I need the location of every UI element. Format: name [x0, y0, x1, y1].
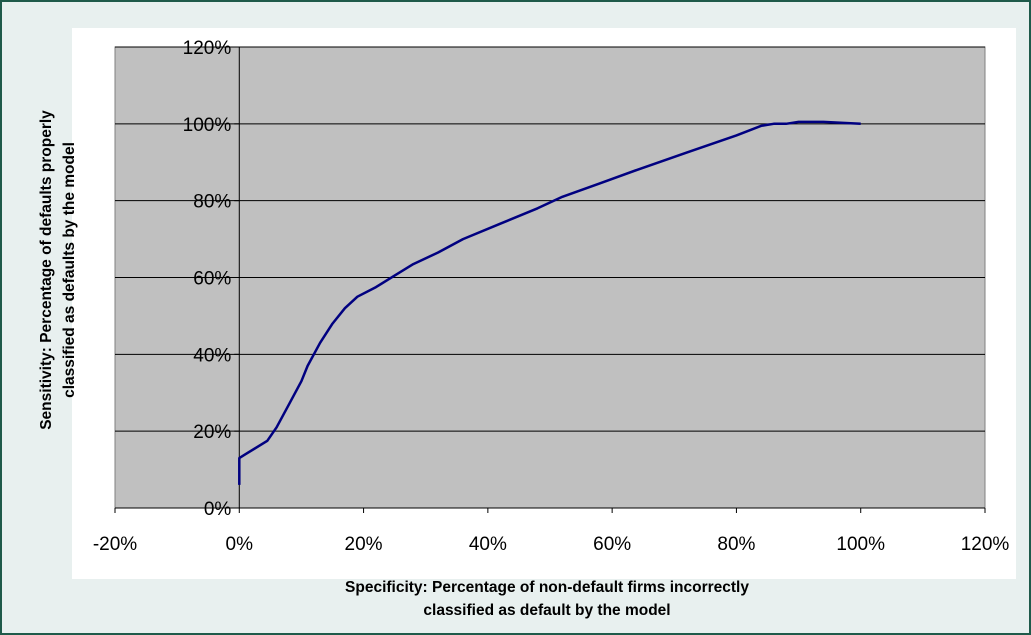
- x-tick-label-2: 20%: [345, 534, 383, 555]
- y-tick-label-6: 120%: [183, 38, 232, 59]
- y-tick-label-3: 60%: [193, 269, 231, 290]
- y-tick-label-2: 40%: [193, 345, 231, 366]
- y-axis-title-line-1: Sensitivity: Percentage of defaults prop…: [38, 110, 55, 430]
- x-tick-label-5: 80%: [717, 534, 755, 555]
- axes: [114, 46, 986, 513]
- y-tick-label-5: 100%: [183, 115, 232, 136]
- tick-labels: 0% 20% 40% 60% 80% 100% 120% -20% 0% 20% 40% 60% 80%…: [93, 38, 1010, 555]
- x-axis-title-line-1: Specificity: Percentage of non-default f…: [345, 579, 749, 596]
- x-axis-title-line-2: classified as default by the model: [423, 602, 670, 619]
- y-tick-label-4: 80%: [193, 192, 231, 213]
- series-group: [238, 120, 861, 485]
- x-tick-label-6: 100%: [836, 534, 885, 555]
- x-tick-label-4: 60%: [593, 534, 631, 555]
- x-tick-label-0: -20%: [93, 534, 137, 555]
- y-tick-label-1: 20%: [193, 422, 231, 443]
- x-tick-label-1: 0%: [226, 534, 254, 555]
- y-axis-title-line-2: classified as defaults by the model: [61, 142, 78, 398]
- series-line-0: [238, 120, 861, 485]
- y-tick-label-0: 0%: [204, 499, 232, 520]
- x-tick-label-3: 40%: [469, 534, 507, 555]
- x-tick-label-7: 120%: [961, 534, 1010, 555]
